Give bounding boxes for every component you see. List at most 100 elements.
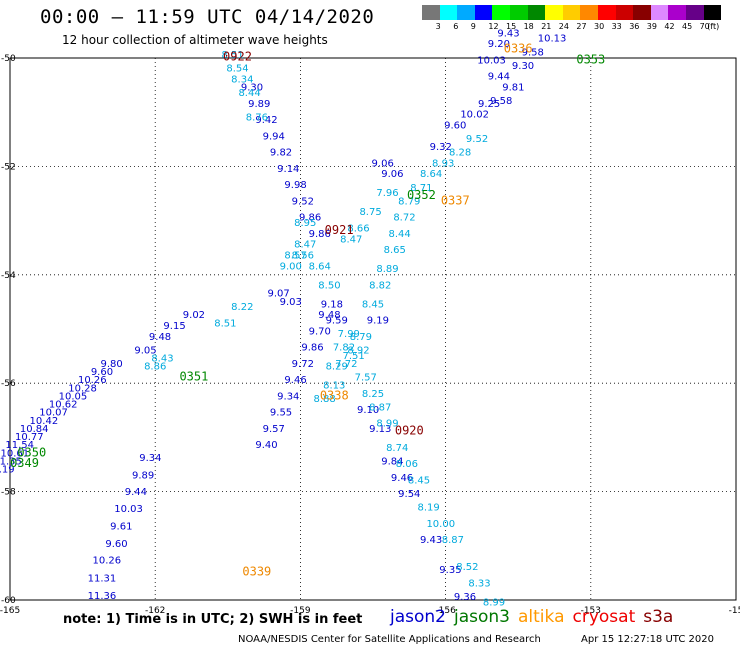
pass-time-label: 0349 xyxy=(10,456,39,470)
data-label-jason2: 9.07 xyxy=(267,288,289,299)
data-label-jason3: 7.57 xyxy=(355,372,377,383)
data-label-jason3: 8.45 xyxy=(408,475,430,486)
data-label-jason3: 8.54 xyxy=(226,64,248,75)
colorbar-swatch xyxy=(580,5,598,20)
data-label-jason2: 10.07 xyxy=(39,408,68,419)
data-label-jason3: 7.72 xyxy=(335,359,357,370)
data-label-jason3: 8.56 xyxy=(292,251,314,262)
legend-entry-jason3: jason3 xyxy=(454,607,510,627)
x-tick-label: -159 xyxy=(290,606,311,616)
data-label-jason3: 8.79 xyxy=(350,332,372,343)
data-label-jason2: 9.86 xyxy=(299,213,321,224)
data-label-jason2: 10.28 xyxy=(68,383,97,394)
data-label-jason2: 9.25 xyxy=(478,99,500,110)
data-label-jason2: 9.19 xyxy=(367,316,389,327)
colorbar: 3 6 9 12 15 18 21 24 27 30 33 36 39 42 45 70 (ft) xyxy=(422,5,732,35)
data-label-jason2: 10.42 xyxy=(30,416,59,427)
data-label-jason2: 10.26 xyxy=(92,556,121,567)
legend-entry-altika: altika xyxy=(518,607,565,627)
data-label-jason2: 9.98 xyxy=(284,180,306,191)
colorbar-swatch xyxy=(457,5,475,20)
legend-entry-s3a: s3a xyxy=(643,607,674,627)
data-label-jason2: 9.48 xyxy=(318,310,340,321)
colorbar-tick-label: 9 xyxy=(470,22,476,31)
data-label-jason3: 8.89 xyxy=(376,264,398,275)
data-label-jason2: 10.05 xyxy=(59,391,88,402)
data-label-jason2: 9.80 xyxy=(101,359,123,370)
data-label-jason3: 8.33 xyxy=(468,578,490,589)
data-label-jason3: 10.00 xyxy=(426,519,455,530)
data-label-jason3: 8.87 xyxy=(369,402,391,413)
x-tick-label: -165 xyxy=(0,606,20,616)
data-label-jason2: 9.42 xyxy=(255,115,277,126)
data-label-jason3: 8.65 xyxy=(384,245,406,256)
data-label-jason2: 9.44 xyxy=(488,72,510,83)
data-label-jason3: 8.44 xyxy=(238,88,260,99)
data-label-jason3: 8.57 xyxy=(284,251,306,262)
data-label-jason2: 9.54 xyxy=(398,489,420,500)
data-label-jason2: 11.19 xyxy=(0,465,15,476)
data-label-jason3: 8.25 xyxy=(362,389,384,400)
data-label-jason2: 9.60 xyxy=(444,120,466,131)
pass-time-label: 0352 xyxy=(407,188,436,202)
y-tick-label: -54 xyxy=(1,271,16,281)
data-label-jason2: 10.03 xyxy=(114,504,143,515)
colorbar-swatch xyxy=(633,5,651,20)
colorbar-tick-label: 70 xyxy=(699,22,710,31)
data-label-jason2: 9.81 xyxy=(502,83,524,94)
data-label-jason3: 8.43 xyxy=(151,354,173,365)
data-label-jason3: 8.92 xyxy=(347,345,369,356)
y-tick-label: -58 xyxy=(1,488,16,498)
pass-time-label: 0920 xyxy=(395,424,424,438)
legend-entry-cryosat: cryosat xyxy=(572,607,636,627)
pass-time-label: 0336 xyxy=(504,42,533,56)
data-label-jason2: 9.13 xyxy=(369,424,391,435)
data-label-jason3: 8.45 xyxy=(362,299,384,310)
colorbar-swatch xyxy=(474,5,493,20)
colorbar-tick-label: 21 xyxy=(541,22,552,31)
page-subtitle: 12 hour collection of altimeter wave hei… xyxy=(62,33,328,47)
colorbar-tick-label: 45 xyxy=(682,22,693,31)
data-label-jason3: 8.99 xyxy=(376,419,398,430)
y-tick-label: -50 xyxy=(1,54,16,64)
data-label-jason2: 10.62 xyxy=(49,400,78,411)
plot-frame xyxy=(9,57,737,601)
data-label-jason2: 11.31 xyxy=(88,574,117,585)
data-label-jason3: 8.66 xyxy=(347,223,369,234)
pass-time-label: 0338 xyxy=(320,388,349,402)
data-label-jason2: 10.26 xyxy=(78,375,107,386)
colorbar-swatch xyxy=(439,5,458,20)
data-label-jason2: 9.52 xyxy=(292,196,314,207)
colorbar-tick-label: 12 xyxy=(488,22,499,31)
data-label-jason2: 9.34 xyxy=(277,391,299,402)
pass-time-label: 0353 xyxy=(576,52,605,66)
data-label-jason2: 9.06 xyxy=(372,158,394,169)
colorbar-tick-label: 24 xyxy=(558,22,569,31)
data-label-jason3: 8.71 xyxy=(410,183,432,194)
footer-timestamp: Apr 15 12:27:18 UTC 2020 xyxy=(581,634,714,645)
data-label-jason3: 8.72 xyxy=(393,213,415,224)
data-label-jason2: 9.94 xyxy=(263,131,285,142)
data-label-jason3: 8.76 xyxy=(246,112,268,123)
data-label-jason2: 9.82 xyxy=(270,148,292,159)
data-label-jason2: 9.57 xyxy=(263,424,285,435)
data-label-jason2: 9.43 xyxy=(497,28,519,39)
pass-time-label: 0921 xyxy=(325,223,354,237)
pass-time-label: 0350 xyxy=(17,445,46,459)
colorbar-tick-label: 3 xyxy=(435,22,441,31)
data-label-jason2: 9.46 xyxy=(391,473,413,484)
data-label-jason2: 10.84 xyxy=(20,424,49,435)
y-tick-label: -60 xyxy=(1,596,16,606)
colorbar-tick-label: 15 xyxy=(506,22,517,31)
data-label-jason2: 9.20 xyxy=(488,39,510,50)
colorbar-swatch xyxy=(650,5,669,20)
data-label-jason2: 9.02 xyxy=(183,310,205,321)
colorbar-unit: (ft) xyxy=(707,22,720,31)
data-label-jason2: 9.14 xyxy=(277,164,299,175)
data-label-jason3: 8.19 xyxy=(418,503,440,514)
colorbar-tick-label: 30 xyxy=(594,22,605,31)
data-label-jason2: 9.60 xyxy=(91,367,113,378)
data-label-jason2: 9.43 xyxy=(420,535,442,546)
data-label-jason2: 11.36 xyxy=(88,591,117,602)
